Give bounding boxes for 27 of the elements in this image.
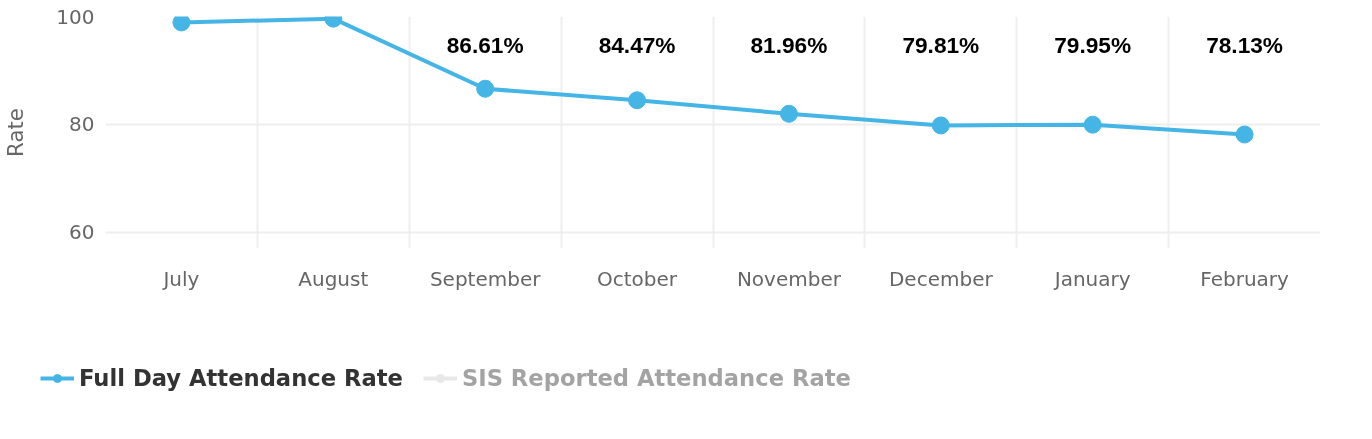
point bbox=[628, 91, 647, 110]
y-axis-title: Rate bbox=[3, 108, 29, 157]
x-tick-label: November bbox=[736, 266, 842, 291]
data-label: 86.61% bbox=[446, 31, 524, 58]
point bbox=[1083, 115, 1102, 134]
x-tick-label: October bbox=[597, 266, 678, 291]
point bbox=[476, 79, 495, 98]
x-tick-label: July bbox=[161, 266, 200, 291]
data-label: 81.96% bbox=[750, 31, 828, 58]
point bbox=[172, 16, 191, 32]
x-tick-label: September bbox=[429, 266, 542, 291]
x-tick-label: January bbox=[1052, 266, 1131, 291]
legend-label: Full Day Attendance Rate bbox=[79, 365, 403, 391]
point bbox=[779, 104, 798, 123]
y-tick-label: 60 bbox=[69, 220, 95, 245]
x-tick-label: February bbox=[1200, 266, 1290, 291]
data-label: 84.47% bbox=[598, 31, 676, 58]
x-tick-label: August bbox=[298, 266, 369, 291]
x-tick-label: December bbox=[888, 266, 994, 291]
point bbox=[931, 116, 950, 135]
data-label: 78.13% bbox=[1206, 31, 1283, 58]
data-label: 79.95% bbox=[1054, 31, 1132, 58]
y-tick-label: 100 bbox=[56, 4, 95, 29]
y-tick-label: 80 bbox=[69, 112, 95, 137]
legend-label: SIS Reported Attendance Rate bbox=[461, 365, 851, 391]
point bbox=[1235, 125, 1254, 144]
data-label: 79.81% bbox=[902, 31, 980, 58]
